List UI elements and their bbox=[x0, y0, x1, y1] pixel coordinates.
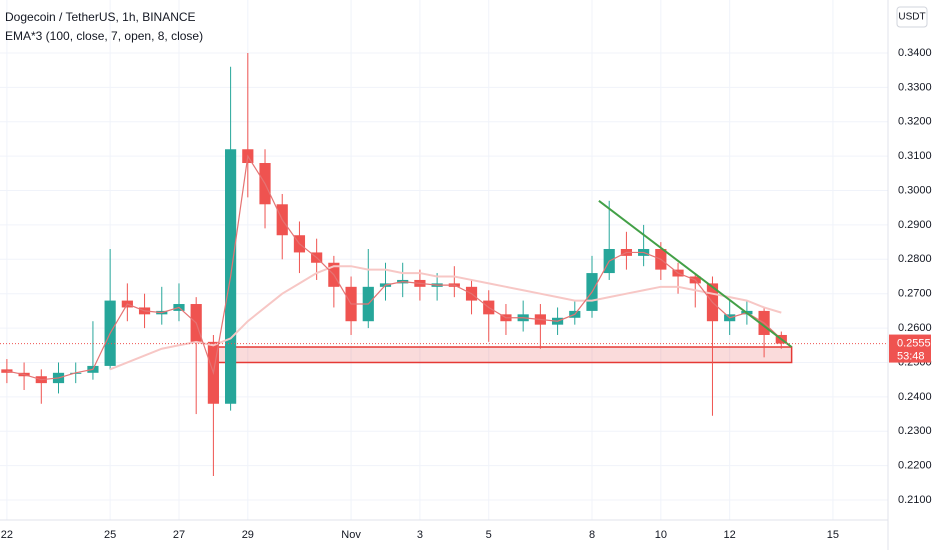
y-tick-label: 0.2400 bbox=[898, 391, 932, 403]
currency-label: USDT bbox=[898, 12, 925, 23]
y-tick-label: 0.3200 bbox=[898, 116, 932, 128]
currency-button[interactable] bbox=[896, 6, 928, 28]
x-tick-label: 12 bbox=[724, 529, 736, 541]
y-tick-label: 0.3100 bbox=[898, 150, 932, 162]
indicator-legend: EMA*3 (100, close, 7, open, 8, close) bbox=[5, 29, 203, 43]
y-tick-label: 0.2300 bbox=[898, 425, 932, 437]
x-tick-label: 22 bbox=[1, 529, 13, 541]
x-tick-label: 10 bbox=[655, 529, 667, 541]
x-tick-label: 27 bbox=[173, 529, 185, 541]
y-tick-label: 0.2200 bbox=[898, 460, 932, 472]
ema-line bbox=[6, 154, 782, 381]
x-tick-label: 8 bbox=[589, 529, 595, 541]
plot bbox=[0, 52, 888, 476]
x-tick-label: 15 bbox=[827, 529, 839, 541]
y-tick-label: 0.2800 bbox=[898, 253, 932, 265]
trendline bbox=[598, 200, 793, 348]
y-tick-label: 0.2600 bbox=[898, 322, 932, 334]
last-price-label: 0.2555 bbox=[897, 337, 931, 349]
x-tick-label: 3 bbox=[417, 529, 423, 541]
x-tick-label: 25 bbox=[104, 529, 116, 541]
y-tick-label: 0.2900 bbox=[898, 219, 932, 231]
x-tick-label: 5 bbox=[486, 529, 492, 541]
x-tick-label: 29 bbox=[242, 529, 254, 541]
last-price-box bbox=[889, 334, 931, 363]
grid bbox=[0, 0, 888, 520]
ema-line bbox=[109, 265, 782, 371]
y-tick-label: 0.3300 bbox=[898, 81, 932, 93]
support-zone bbox=[209, 346, 793, 364]
y-tick-label: 0.2100 bbox=[898, 494, 932, 506]
countdown-label: 53:48 bbox=[897, 350, 925, 362]
y-tick-label: 0.3400 bbox=[898, 47, 932, 59]
chart-title: Dogecoin / TetherUS, 1h, BINANCE bbox=[5, 10, 196, 24]
y-tick-label: 0.3000 bbox=[898, 184, 932, 196]
y-tick-label: 0.2700 bbox=[898, 288, 932, 300]
x-tick-label: Nov bbox=[341, 529, 361, 541]
